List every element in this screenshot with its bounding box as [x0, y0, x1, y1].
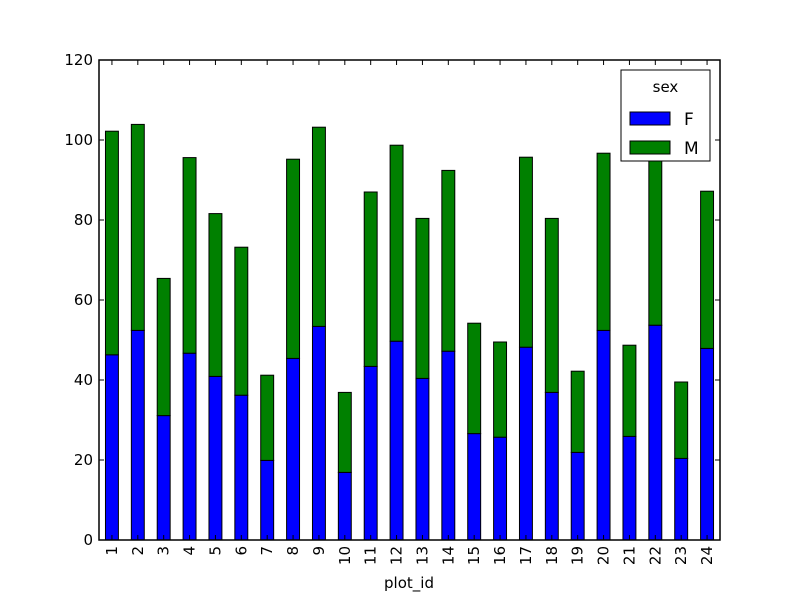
bar-segment-M [596, 152, 611, 331]
legend: sex FM [620, 69, 711, 162]
bar-segment-F [544, 391, 559, 541]
bar-segment-M [415, 217, 430, 379]
bar-segment-M [389, 144, 404, 342]
x-tick-label: 13 [413, 546, 431, 565]
x-tick-label: 22 [646, 546, 664, 565]
bar-segment-M [182, 157, 197, 354]
x-tick-label: 15 [465, 546, 483, 565]
bar-segment-M [493, 341, 508, 438]
y-tick-label: 100 [64, 131, 93, 149]
x-tick-label: 8 [284, 546, 302, 556]
bar-segment-M [674, 381, 689, 459]
legend-label-M: M [684, 139, 699, 159]
x-axis-label: plot_id [384, 574, 434, 593]
bar-segment-M [648, 155, 663, 326]
x-tick-label: 10 [336, 546, 354, 565]
y-tick-label: 80 [74, 211, 93, 229]
x-tick-label: 17 [517, 546, 535, 565]
x-tick-label: 20 [595, 546, 613, 565]
y-tick-label: 20 [74, 451, 93, 469]
bar-segment-F [596, 329, 611, 541]
legend-swatch-M [629, 140, 671, 155]
bar-segment-F [311, 325, 326, 541]
y-tick-label: 40 [74, 371, 93, 389]
bar-segment-F [674, 457, 689, 541]
bar-segment-F [363, 365, 378, 541]
bar-segment-F [182, 352, 197, 541]
bar-segment-F [260, 459, 275, 541]
bar-segment-M [260, 374, 275, 461]
y-tick-label: 120 [64, 51, 93, 69]
x-tick-label: 9 [310, 546, 328, 556]
bar-segment-F [286, 357, 301, 541]
x-tick-label: 2 [129, 546, 147, 556]
bar-segment-F [234, 394, 249, 541]
x-tick-label: 3 [155, 546, 173, 556]
bar-segment-F [648, 324, 663, 541]
x-tick-label: 1 [103, 546, 121, 556]
bar-segment-F [518, 346, 533, 541]
bar-segment-F [415, 377, 430, 541]
bar-segment-M [544, 217, 559, 393]
x-tick-label: 21 [620, 546, 638, 565]
bar-segment-M [234, 246, 249, 396]
x-tick-label: 7 [258, 546, 276, 556]
bar-segment-M [337, 391, 352, 473]
x-tick-label: 16 [491, 546, 509, 565]
x-tick-label: 24 [698, 546, 716, 565]
bar-segment-F [622, 435, 637, 541]
bar-segment-M [156, 277, 171, 417]
x-tick-label: 12 [388, 546, 406, 565]
bar-segment-M [467, 322, 482, 435]
bar-segment-M [286, 158, 301, 359]
bar-segment-M [570, 370, 585, 453]
bar-segment-M [363, 191, 378, 367]
x-tick-label: 4 [181, 546, 199, 556]
bar-segment-M [518, 156, 533, 348]
x-tick-label: 5 [206, 546, 224, 556]
bar-segment-M [622, 344, 637, 437]
x-tick-label: 11 [362, 546, 380, 565]
y-tick-label: 0 [83, 531, 93, 549]
x-tick-label: 19 [569, 546, 587, 565]
x-tick-label: 14 [439, 546, 457, 565]
legend-label-F: F [684, 110, 694, 130]
bars [104, 123, 715, 541]
x-tick-label: 6 [232, 546, 250, 556]
bar-segment-F [570, 451, 585, 541]
bar-segment-M [104, 130, 119, 356]
bar-segment-M [208, 213, 223, 377]
bar-segment-F [389, 340, 404, 541]
bar-segment-F [441, 350, 456, 541]
bar-segment-F [104, 354, 119, 541]
bar-segment-F [208, 375, 223, 541]
x-tick-label: 23 [672, 546, 690, 565]
y-tick-label: 60 [74, 291, 93, 309]
bar-segment-M [130, 123, 145, 331]
bar-segment-F [700, 347, 715, 541]
bar-segment-M [441, 169, 456, 352]
bar-segment-F [156, 415, 171, 541]
bar-segment-F [467, 433, 482, 541]
bar-segment-F [337, 471, 352, 541]
legend-swatch-F [629, 111, 671, 126]
bar-segment-M [700, 190, 715, 349]
legend-title: sex [653, 78, 679, 96]
bar-segment-F [130, 329, 145, 541]
bar-segment-M [311, 126, 326, 327]
x-tick-label: 18 [543, 546, 561, 565]
bar-segment-F [493, 436, 508, 541]
